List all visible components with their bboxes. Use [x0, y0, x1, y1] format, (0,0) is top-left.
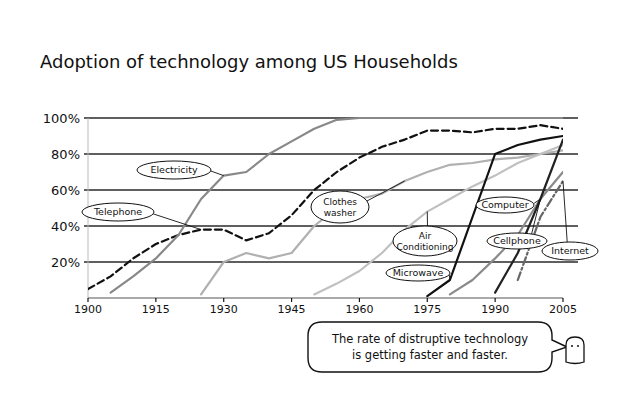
x-tick-label: 1915: [142, 303, 170, 316]
x-axis: [88, 298, 563, 299]
character-eye: [571, 345, 573, 347]
series-label-line: Air: [419, 231, 432, 241]
y-tick-label: 60%: [51, 183, 80, 198]
annotation-text: The rate of distruptive technology: [331, 332, 528, 346]
y-tick-label: 20%: [51, 255, 80, 270]
label-leader: [367, 181, 405, 201]
series-line: [201, 150, 563, 294]
label-bubble: [82, 203, 154, 221]
title: Adoption of technology among US Househol…: [40, 51, 458, 72]
series-label: Internet: [551, 245, 589, 256]
x-tick-label: 1960: [345, 303, 373, 316]
x-tick: [427, 298, 428, 302]
x-tick: [291, 298, 292, 302]
label-leader: [211, 171, 224, 176]
series-label: Microwave: [393, 267, 444, 278]
series-line: [495, 140, 563, 293]
x-tick: [562, 298, 563, 302]
series-label-line: Conditioning: [397, 242, 454, 252]
chart-svg: Adoption of technology among US Househol…: [0, 0, 640, 398]
x-tick-label: 2005: [549, 303, 577, 316]
x-tick-label: 1990: [481, 303, 509, 316]
series-labels: Telephone Electricity Clotheswasher AirCond…: [82, 161, 598, 281]
series-label-line: Telephone: [93, 206, 142, 217]
character-body: [566, 337, 584, 364]
x-tick-label: 1945: [278, 303, 306, 316]
label-bubble: [476, 197, 534, 213]
x-tick: [87, 298, 88, 302]
x-tick: [359, 298, 360, 302]
series-label: Cellphone: [493, 235, 541, 246]
x-tick-label: 1930: [210, 303, 238, 316]
annotation: The rate of distruptive technology is get…: [308, 322, 567, 372]
label-bubble: [393, 226, 457, 256]
x-tick: [155, 298, 156, 302]
x-tick: [223, 298, 224, 302]
series-label-line: washer: [324, 208, 357, 218]
series-label: Clotheswasher: [323, 197, 357, 218]
x-tick-label: 1975: [413, 303, 441, 316]
series-label-line: Cellphone: [493, 235, 541, 246]
series-label-line: Clothes: [323, 197, 357, 207]
label-bubble: [386, 265, 450, 281]
x-tick: [495, 298, 496, 302]
grid-line: [84, 225, 578, 226]
label-leader: [427, 212, 428, 226]
label-bubble: [487, 233, 547, 249]
series-line: [111, 118, 563, 293]
series-label: Computer: [481, 199, 528, 210]
label-bubble: [137, 161, 211, 179]
grid-line: [84, 261, 578, 262]
character: [566, 337, 584, 364]
label-leader: [153, 214, 201, 230]
grid-line: [84, 153, 578, 154]
label-leader: [532, 199, 541, 234]
label-leader: [563, 181, 567, 242]
series-label: AirConditioning: [397, 231, 454, 252]
series-label: Electricity: [150, 164, 198, 175]
grid: 20% 40% 60% 80% 100%: [43, 111, 578, 270]
grid-line: [84, 189, 578, 190]
series-line: [450, 172, 563, 294]
label-bubble: [542, 242, 598, 260]
y-tick-label: 40%: [51, 219, 80, 234]
series-label-line: Computer: [481, 199, 528, 210]
annotation-text: is getting faster and faster.: [352, 348, 508, 362]
series-lines: [88, 118, 563, 296]
series-label-line: Internet: [551, 245, 589, 256]
series-label: Telephone: [93, 206, 142, 217]
character-eye: [577, 345, 579, 347]
series-label-line: Electricity: [150, 164, 198, 175]
x-tick-label: 1900: [74, 303, 102, 316]
series-line: [518, 181, 563, 280]
label-bubble: [311, 191, 369, 223]
series-label-line: Microwave: [393, 267, 444, 278]
y-tick-label: 80%: [51, 147, 80, 162]
speech-bubble: [308, 322, 567, 372]
y-tick-label: 100%: [43, 111, 80, 126]
series-line: [88, 125, 563, 289]
